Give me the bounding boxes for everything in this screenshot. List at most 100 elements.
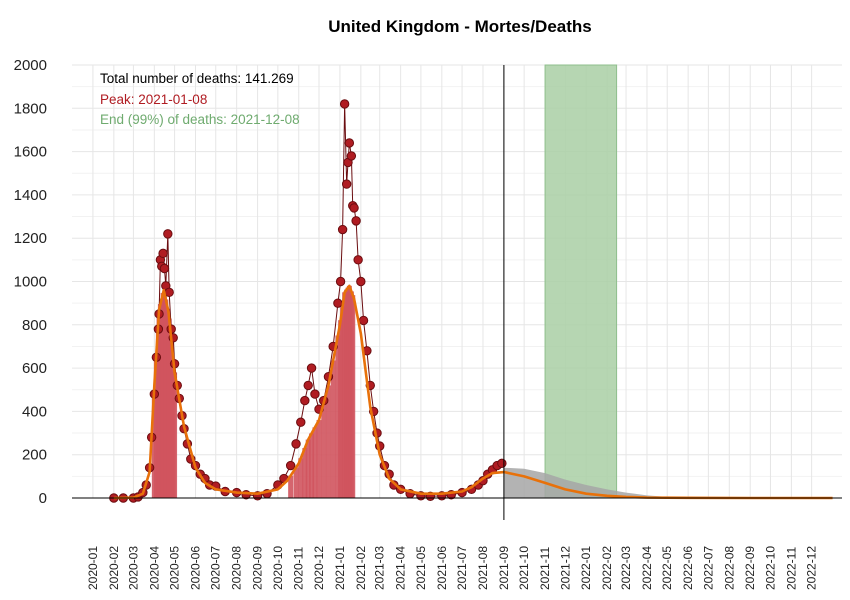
x-tick-label: 2022-02 [600,546,614,590]
data-point [337,224,348,235]
x-tick-label: 2022-05 [660,546,674,590]
x-tick-label: 2021-10 [517,546,531,590]
x-tick-label: 2021-02 [354,546,368,590]
daily-bar [350,295,356,498]
data-point [163,229,173,239]
axes [72,65,842,520]
grid [72,64,842,499]
y-tick-labels: 0 200 400 600 800 1000 1200 1400 1600 1800 2000 [14,57,47,507]
x-tick-label: 2022-11 [784,547,798,590]
data-point [303,380,313,391]
x-tick-label: 2021-09 [497,546,511,590]
shaded-end-band [544,64,618,499]
y-tick-label: 400 [22,403,47,420]
x-tick-label: 2021-07 [455,546,469,590]
x-tick-label: 2020-07 [209,546,223,590]
daily-bar [316,420,322,498]
x-tick-label: 2021-01 [333,546,347,590]
chart-title: United Kingdom - Mortes/Deaths [328,17,592,36]
data-point [300,395,310,406]
x-tick-label: 2021-05 [414,546,428,590]
x-tick-label: 2020-05 [168,546,182,590]
daily-bar [325,385,331,498]
data-point [497,458,507,469]
daily-bar [172,372,178,498]
daily-bar [305,439,311,498]
x-tick-label: 2021-08 [476,546,490,590]
peak-annotation: Peak: 2021-01-08 [100,92,207,107]
x-tick-label: 2020-10 [271,546,285,590]
data-point [296,417,306,427]
x-tick-label: 2022-08 [722,546,736,590]
end-annotation: End (99%) of deaths: 2021-12-08 [100,112,300,127]
y-tick-label: 0 [39,490,47,507]
total-deaths-annotation: Total number of deaths: 141.269 [100,71,294,86]
x-tick-label: 2022-03 [619,546,633,590]
daily-bar [335,335,341,498]
x-tick-label: 2022-10 [763,546,777,590]
y-tick-label: 600 [22,360,47,377]
data-point [159,263,170,274]
x-tick-label: 2022-06 [681,546,695,590]
x-tick-label: 2020-04 [147,546,161,590]
data-point [341,179,352,189]
data-point [291,439,301,449]
data-point [351,216,361,226]
x-tick-labels: 2020-01 2020-02 2020-03 2020-04 2020-05 2020-… [86,546,819,590]
data-point [389,480,399,490]
data-point [158,248,168,259]
y-tick-label: 1600 [14,144,47,161]
data-point [310,389,320,399]
data-point [335,276,346,287]
x-tick-label: 2020-01 [86,546,100,590]
fitted-curve [113,284,833,500]
data-point [164,287,174,298]
data-point [346,151,357,161]
x-tick-label: 2021-06 [435,546,449,590]
x-tick-label: 2022-12 [805,546,819,590]
x-tick-label: 2020-06 [188,546,202,590]
daily-bar [302,448,308,498]
y-tick-label: 800 [22,317,47,334]
x-tick-label: 2020-09 [251,546,265,590]
y-tick-label: 1000 [14,274,47,291]
data-point [333,298,343,308]
projection-area-path [503,467,689,498]
y-tick-label: 1200 [14,230,47,247]
x-tick-label: 2021-12 [558,546,572,590]
data-point [349,203,359,213]
x-tick-label: 2020-11 [292,547,306,590]
x-tick-label: 2020-08 [230,546,244,590]
x-tick-label: 2020-12 [312,546,326,590]
fitted-curve-path [113,284,833,500]
y-tick-label: 1400 [14,187,47,204]
x-tick-label: 2022-07 [701,546,715,590]
x-tick-label: 2022-09 [743,546,757,590]
daily-bar [312,427,318,498]
data-point [344,138,355,148]
x-tick-label: 2021-04 [394,546,408,590]
data-point [358,315,369,326]
x-tick-label: 2021-03 [373,546,387,590]
data-point [356,276,366,287]
x-tick-label: 2022-04 [640,546,654,590]
data-point [306,363,317,373]
y-tick-label: 200 [22,447,47,464]
x-tick-label: 2020-02 [107,546,121,590]
daily-bar [330,360,336,498]
daily-bar [298,458,304,498]
daily-bar [288,475,294,498]
y-tick-label: 1800 [14,100,47,117]
x-tick-label: 2022-01 [579,546,593,590]
x-tick-label: 2021-11 [538,547,552,590]
x-tick-label: 2020-03 [126,546,140,590]
y-tick-label: 2000 [14,57,47,74]
end-band-rect [544,64,618,499]
daily-bar [293,467,299,498]
daily-bars [151,285,356,498]
data-point [339,99,350,109]
projection-area [503,467,689,498]
daily-bar [321,402,327,498]
daily-bar [309,433,315,498]
